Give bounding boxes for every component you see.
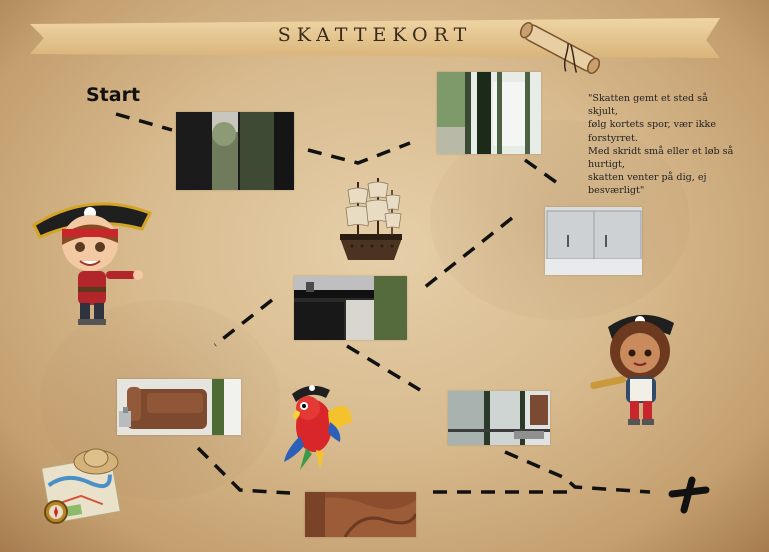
- photo-content: [117, 379, 241, 435]
- riddle-line: skatten venter på dig, ej: [588, 172, 707, 184]
- path-segment: [115, 112, 173, 132]
- rolled-scroll-icon: [519, 21, 601, 75]
- path-segment: [213, 298, 274, 347]
- photo-content: [176, 112, 294, 190]
- start-label: Start: [86, 84, 141, 106]
- page-title: SKATTEKORT: [277, 24, 473, 46]
- path-segment: [346, 344, 421, 392]
- path-segment: [504, 450, 651, 494]
- clue-photo-glass-door: [448, 391, 550, 445]
- x-mark-icon: [668, 476, 710, 514]
- path-segment: [523, 158, 562, 187]
- path-segment: [423, 216, 514, 289]
- riddle-line: følg kortets spor, vær ikke: [588, 119, 717, 131]
- riddle-line: besværligt": [588, 185, 645, 197]
- banner-background: [30, 18, 720, 58]
- clue-photo-leather: [305, 492, 416, 537]
- riddle-line: Med skridt små eller et løb så: [588, 145, 734, 157]
- riddle-line: hurtigt,: [588, 159, 625, 171]
- photo-content: [305, 492, 416, 537]
- photo-content: [448, 391, 550, 445]
- riddle-line: "Skatten gemt et sted så skjult,: [588, 93, 708, 118]
- path-segment: [307, 141, 411, 165]
- clue-photo-sofa: [117, 379, 241, 435]
- boy-pirate-icon: [32, 202, 153, 325]
- clue-photo-counter: [294, 276, 407, 340]
- map-and-hat-icon: [41, 448, 121, 525]
- girl-pirate-icon: [590, 314, 674, 425]
- pirate-ship-icon: [340, 178, 402, 260]
- clue-photo-window: [437, 72, 541, 154]
- photo-content: [545, 207, 642, 275]
- photo-content: [294, 276, 407, 340]
- clue-photo-doorway: [176, 112, 294, 190]
- title-banner: SKATTEKORT: [30, 18, 720, 58]
- parrot-icon: [284, 385, 352, 470]
- clue-photo-cabinets: [545, 207, 642, 275]
- path-segment: [196, 446, 291, 495]
- photo-content: [437, 72, 541, 154]
- riddle-line: forstyrret.: [588, 132, 638, 144]
- riddle-text: "Skatten gemt et sted så skjult, følg ko…: [588, 92, 738, 198]
